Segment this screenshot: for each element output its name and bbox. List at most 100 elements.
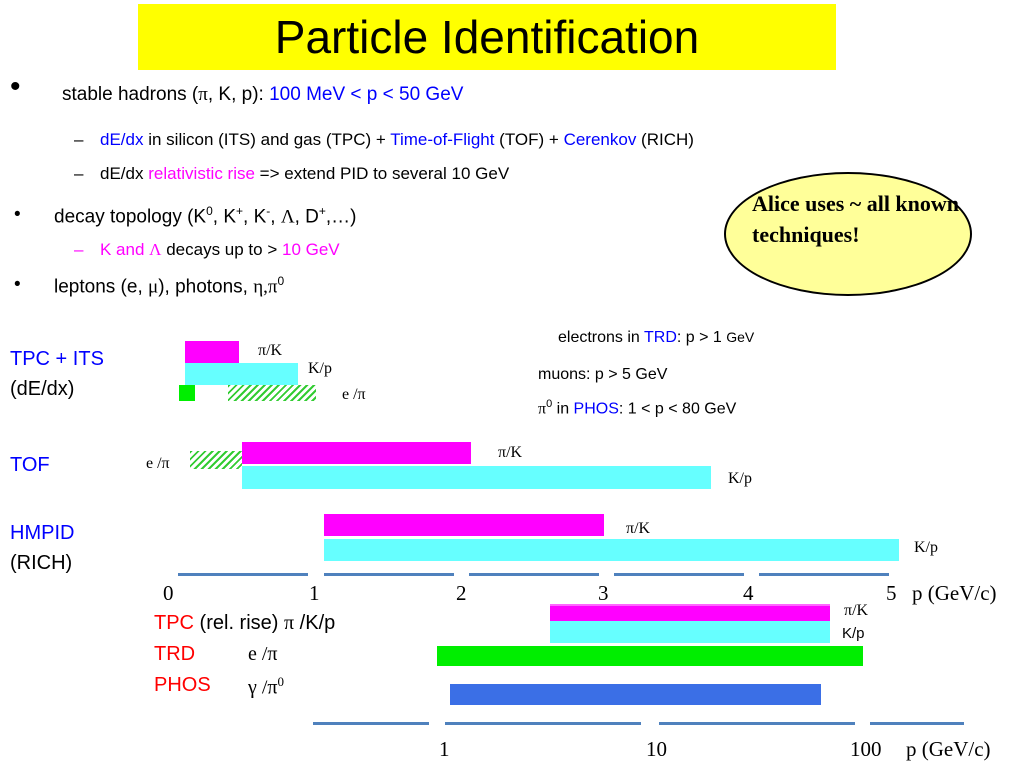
axis-segment bbox=[469, 573, 599, 576]
sub-bullet-relativistic-rise: dE/dx relativistic rise => extend PID to… bbox=[100, 164, 509, 184]
axis2-segment bbox=[870, 722, 964, 725]
bullet-leptons: leptons (e, μ), photons, η,π0 bbox=[54, 274, 284, 298]
text: in silicon (ITS) and gas (TPC) + bbox=[143, 130, 391, 149]
text: 10 GeV bbox=[281, 240, 340, 259]
text: : 1 < p < 80 GeV bbox=[618, 400, 737, 418]
label-pi-k: π/K bbox=[498, 444, 523, 461]
axis1-tick: 2 bbox=[456, 581, 467, 605]
bullet-decay-topology: decay topology (K0, K+, K-, Λ, D+,…) bbox=[54, 204, 357, 228]
title-banner: Particle Identification bbox=[138, 4, 836, 70]
tpc-its-pi-k-bar bbox=[185, 341, 239, 363]
axis2-segment bbox=[445, 722, 641, 725]
label-k-p: K/p bbox=[728, 470, 752, 487]
bullet-mark: • bbox=[14, 204, 21, 225]
lambda-symbol: Λ bbox=[280, 206, 295, 228]
axis1-tick: 4 bbox=[743, 581, 754, 605]
axis1-unit: p (GeV/c) bbox=[912, 581, 997, 605]
phos-bar bbox=[450, 684, 821, 705]
lambda-symbol: Λ bbox=[149, 240, 162, 259]
lower-label-tpc: TPC (rel. rise) π /K/p bbox=[154, 612, 335, 635]
superscript: + bbox=[318, 204, 326, 218]
lower-label-k-p: K/p bbox=[842, 625, 865, 642]
lower-label-phos: PHOS bbox=[154, 674, 211, 696]
text: (rel. rise) bbox=[194, 612, 284, 634]
dash: – bbox=[74, 130, 84, 149]
note-electrons-trd: electrons in TRD: p > 1 GeV bbox=[558, 329, 754, 347]
pi-symbol: π bbox=[538, 400, 547, 418]
eta-pi-symbols: η,π bbox=[253, 276, 278, 298]
cerenkov-text: Cerenkov bbox=[563, 130, 637, 149]
detector-label-tof: TOF bbox=[10, 454, 50, 476]
label-e-pi: e /π bbox=[342, 386, 366, 403]
bullet-mark: • bbox=[14, 274, 21, 295]
tpc-its-electron-bar bbox=[179, 385, 195, 401]
mu-symbol: μ bbox=[148, 276, 159, 298]
lower-label-pi-k: π/K bbox=[844, 602, 869, 619]
label-k-p: K/p bbox=[308, 360, 332, 377]
text: leptons (e, bbox=[54, 276, 148, 298]
pi-symbol: π bbox=[284, 612, 295, 634]
text: ,…) bbox=[325, 206, 357, 228]
label-pi-k: π/K bbox=[258, 342, 283, 359]
relativistic-rise-text: relativistic rise bbox=[148, 164, 255, 183]
text: decay topology (K bbox=[54, 206, 207, 228]
callout-ellipse bbox=[724, 172, 972, 296]
bullet-mark: • bbox=[10, 70, 21, 103]
sub-bullet-dedx: dE/dx in silicon (ITS) and gas (TPC) + T… bbox=[100, 130, 694, 150]
text: ), photons, bbox=[158, 276, 254, 298]
text: => extend PID to several 10 GeV bbox=[254, 164, 510, 183]
note-muons: muons: p > 5 GeV bbox=[538, 366, 668, 383]
text: γ /π bbox=[248, 676, 278, 699]
tpc-its-electron-hatched-bar bbox=[228, 385, 316, 401]
text: : p > 1 bbox=[676, 329, 727, 346]
detector-sublabel-rich: (RICH) bbox=[10, 552, 73, 574]
superscript: + bbox=[236, 204, 244, 218]
text: , K bbox=[243, 206, 267, 228]
pi-symbol: π bbox=[198, 84, 208, 105]
axis2-segment bbox=[659, 722, 855, 725]
text: , bbox=[270, 206, 281, 228]
sub-bullet-k-lambda-decays: K and Λ decays up to > 10 GeV bbox=[100, 240, 340, 260]
superscript: 0 bbox=[277, 674, 285, 689]
superscript: 0 bbox=[206, 204, 213, 218]
tof-pi-k-bar bbox=[242, 442, 471, 464]
tpc-text: TPC bbox=[154, 612, 194, 634]
text: dE/dx bbox=[100, 164, 149, 183]
text: , K bbox=[212, 206, 237, 228]
callout-text: Alice uses ~ all known techniques! bbox=[752, 191, 960, 247]
axis2-segment bbox=[313, 722, 429, 725]
label-e-pi: e /π bbox=[146, 455, 170, 472]
hmpid-pi-k-bar bbox=[324, 514, 604, 536]
text: K and bbox=[100, 240, 150, 259]
text: in bbox=[552, 400, 574, 418]
lower-label-phos-gamma-pi0: γ /π0 bbox=[248, 674, 284, 700]
hmpid-k-p-bar bbox=[324, 539, 899, 561]
axis2-tick: 10 bbox=[646, 737, 667, 761]
text: , K, p): bbox=[207, 84, 270, 105]
axis1-tick: 1 bbox=[309, 581, 320, 605]
superscript: 0 bbox=[546, 398, 553, 410]
axis-segment bbox=[324, 573, 454, 576]
superscript: - bbox=[266, 204, 271, 218]
trd-electron-bar bbox=[437, 646, 863, 666]
superscript: 0 bbox=[277, 274, 285, 288]
axis-segment bbox=[614, 573, 744, 576]
tpc-rel-rise-pi-k-bar bbox=[550, 604, 830, 623]
tpc-rel-rise-k-p-bar bbox=[550, 621, 830, 643]
detector-label-hmpid: HMPID bbox=[10, 522, 75, 544]
axis1-tick: 0 bbox=[163, 581, 174, 605]
text: stable hadrons ( bbox=[62, 84, 199, 105]
detector-label-tpc-its: TPC + ITS bbox=[10, 348, 104, 370]
text: (TOF) + bbox=[494, 130, 564, 149]
momentum-range: 100 MeV < p < 50 GeV bbox=[269, 84, 464, 105]
tof-text: Time-of-Flight bbox=[390, 130, 495, 149]
detector-sublabel-dedx: (dE/dx) bbox=[10, 378, 75, 400]
text: (RICH) bbox=[636, 130, 694, 149]
trd-text: TRD bbox=[643, 329, 677, 346]
note-pi0-phos: π0 in PHOS: 1 < p < 80 GeV bbox=[538, 398, 736, 418]
text: electrons in bbox=[558, 329, 644, 346]
axis2-unit: p (GeV/c) bbox=[906, 737, 991, 761]
dash: – bbox=[74, 164, 84, 183]
axis2-tick: 100 bbox=[850, 737, 882, 761]
axis-segment bbox=[759, 573, 889, 576]
